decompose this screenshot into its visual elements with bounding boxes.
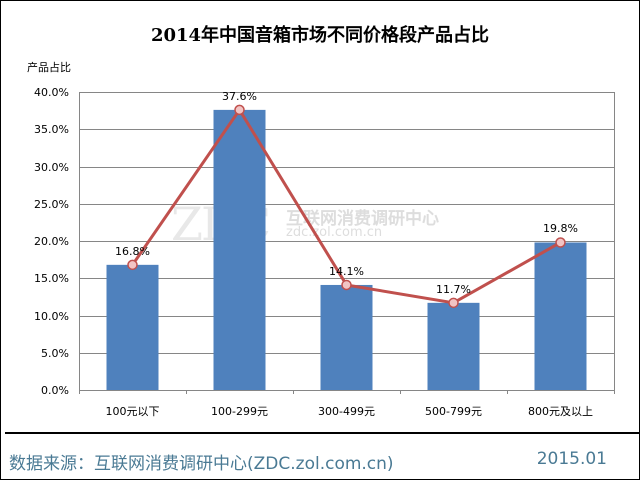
x-tick-label: 100元以下	[105, 405, 160, 418]
y-tick-label: 5.0%	[41, 346, 69, 360]
y-tick-label: 40.0%	[34, 85, 69, 99]
bar	[106, 264, 159, 390]
y-tick-label: 25.0%	[34, 197, 69, 211]
data-label: 19.8%	[543, 222, 578, 236]
y-tick-label: 10.0%	[34, 309, 69, 323]
line-marker	[234, 104, 245, 116]
bar	[213, 109, 266, 390]
y-tick-label: 20.0%	[34, 234, 69, 248]
x-tick-label: 300-499元	[318, 405, 375, 418]
data-label: 37.6%	[222, 89, 257, 103]
watermark-name: 互联网消费调研中心	[286, 209, 439, 229]
publish-date: 2015.01	[536, 449, 607, 469]
line-marker	[555, 237, 566, 248]
bar	[320, 284, 373, 390]
chart-title: 2014年中国音箱市场不同价格段产品占比	[150, 25, 490, 46]
data-label: 14.1%	[329, 264, 364, 278]
watermark-url: zdc.zol.com.cn	[286, 225, 383, 240]
y-tick-label: 15.0%	[34, 271, 69, 285]
data-source: 数据来源：互联网消费调研中心(ZDC.zol.com.cn)	[9, 454, 394, 474]
y-tick-label: 0.0%	[41, 383, 69, 397]
x-tick-label: 800元及以上	[528, 405, 593, 418]
x-tick-label: 100-299元	[211, 405, 268, 418]
bar	[427, 302, 480, 390]
data-label: 11.7%	[436, 282, 471, 296]
line-marker	[448, 297, 459, 309]
x-tick-label: 500-799元	[425, 405, 482, 418]
line-marker	[341, 279, 352, 291]
line-marker	[127, 259, 138, 271]
footer-divider	[5, 432, 639, 434]
y-tick-label: 35.0%	[34, 122, 69, 136]
bar	[534, 242, 587, 390]
y-tick-label: 30.0%	[34, 160, 69, 174]
data-label: 16.8%	[115, 244, 150, 258]
y-axis-label: 产品占比	[27, 61, 71, 74]
